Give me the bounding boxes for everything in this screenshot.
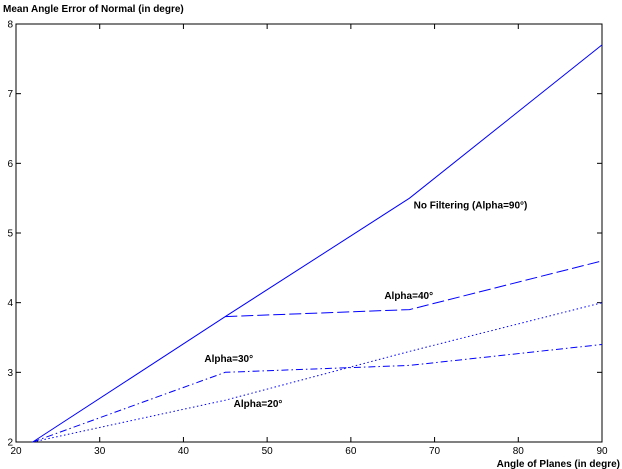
series-label: Alpha=20° [234, 399, 283, 410]
series-line-solid [32, 44, 603, 443]
y-tick-label: 8 [7, 20, 13, 31]
y-axis-label: Mean Angle Error of Normal (in degre) [3, 4, 184, 15]
series-label: No Filtering (Alpha=90°) [414, 201, 528, 212]
series-line-dotted [32, 302, 603, 443]
x-tick-label: 60 [345, 446, 357, 457]
y-tick-label: 3 [7, 368, 13, 379]
data-series [32, 44, 603, 443]
x-tick-label: 90 [596, 446, 608, 457]
x-tick-label: 70 [429, 446, 441, 457]
x-tick-label: 50 [262, 446, 274, 457]
series-label: Alpha=30° [204, 354, 253, 365]
series-line-dashdot [32, 344, 603, 443]
series-annotations: No Filtering (Alpha=90°) Alpha=40° Alpha=3… [204, 201, 527, 411]
x-tick-label: 20 [10, 446, 22, 457]
y-tick-label: 5 [7, 229, 13, 240]
y-tick-label: 2 [7, 438, 13, 449]
x-axis-label: Angle of Planes (in degre) [497, 459, 620, 469]
x-tick-label: 30 [94, 446, 106, 457]
series-line-dashed [225, 260, 603, 318]
y-tick-label: 7 [7, 89, 13, 100]
x-tick-label: 80 [513, 446, 525, 457]
y-tick-label: 4 [7, 298, 13, 309]
plot-area [15, 23, 603, 443]
y-tick-label: 6 [7, 159, 13, 170]
series-label: Alpha=40° [384, 291, 433, 302]
x-tick-label: 40 [178, 446, 190, 457]
axis-ticks: 20 30 40 50 60 70 80 90 2 3 4 5 6 7 8 [7, 20, 608, 458]
